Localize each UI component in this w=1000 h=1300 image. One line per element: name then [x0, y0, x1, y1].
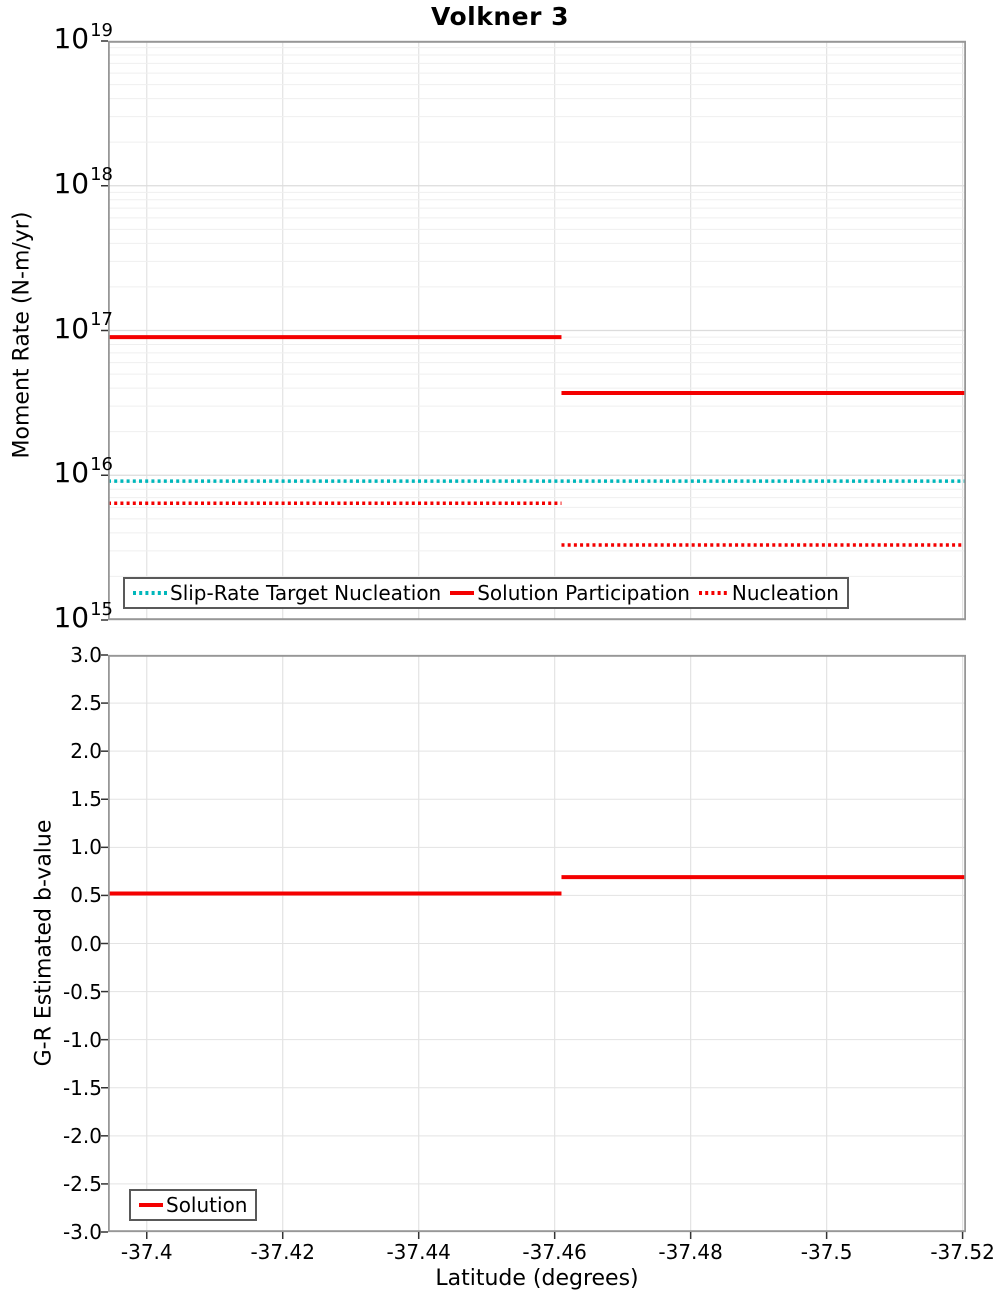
moment-legend: Slip-Rate Target Nucleation Solution Part… — [123, 577, 849, 609]
ytick-label-10e18: 1018 — [53, 164, 113, 200]
legend-label: Solution Participation — [477, 581, 690, 605]
ytick-label-10e19: 1019 — [53, 19, 113, 55]
solid-line-swatch-icon — [450, 589, 475, 597]
dotted-line-swatch-icon — [133, 589, 167, 597]
bvalue-axis-label: G-R Estimated b-value — [31, 819, 57, 1067]
ytick-label-1.5: 1.5 — [70, 787, 102, 812]
ytick-label-2.5: 2.5 — [70, 691, 102, 716]
bvalue-plot-area — [101, 654, 967, 1239]
xtick-label--37.52: -37.52 — [930, 1240, 995, 1264]
ytick-label-10e15: 1015 — [53, 598, 113, 634]
moment-rate-plot-area — [101, 40, 967, 621]
bvalue-legend: Solution — [129, 1189, 258, 1221]
plot-border — [107, 654, 967, 1233]
ytick-label--2.0: -2.0 — [62, 1123, 102, 1148]
xtick-label--37.42: -37.42 — [250, 1240, 315, 1264]
xtick-label--37.44: -37.44 — [386, 1240, 451, 1264]
legend-label: Solution — [166, 1193, 248, 1217]
solid-line-swatch-icon — [139, 1201, 163, 1209]
x-axis-label: Latitude (degrees) — [435, 1266, 639, 1291]
ytick-label-1.0: 1.0 — [70, 835, 102, 860]
legend-label: Nucleation — [731, 581, 839, 605]
chart-title: Volkner 3 — [430, 2, 570, 31]
plot-border — [107, 40, 967, 621]
xtick-label--37.46: -37.46 — [522, 1240, 587, 1264]
xtick-label--37.4: -37.4 — [120, 1240, 173, 1264]
ytick-label--2.5: -2.5 — [62, 1171, 102, 1196]
ytick-label-2.0: 2.0 — [70, 739, 102, 764]
dotted-line-swatch-icon — [698, 589, 729, 597]
ytick-label--3.0: -3.0 — [62, 1220, 102, 1244]
legend-entry-solution-participation: Solution Participation — [450, 581, 690, 605]
ytick-label--0.5: -0.5 — [62, 979, 102, 1004]
ytick-label-3.0: 3.0 — [70, 643, 102, 667]
xtick-label--37.48: -37.48 — [658, 1240, 723, 1264]
ytick-label-10e16: 1016 — [53, 453, 113, 490]
ytick-label-10e17: 1017 — [53, 309, 113, 345]
legend-label: Slip-Rate Target Nucleation — [170, 581, 442, 605]
legend-entry-solution: Solution — [139, 1193, 247, 1217]
legend-entry-slip-rate-target-nucleation: Slip-Rate Target Nucleation — [133, 581, 441, 605]
xtick-label--37.5: -37.5 — [800, 1240, 853, 1264]
moment-rate-axis-label: Moment Rate (N-m/yr) — [9, 211, 35, 459]
ytick-label-0.0: 0.0 — [70, 931, 102, 956]
legend-entry-nucleation: Nucleation — [698, 581, 839, 605]
ytick-label-0.5: 0.5 — [70, 883, 102, 908]
ytick-label--1.5: -1.5 — [62, 1075, 102, 1100]
ytick-label--1.0: -1.0 — [62, 1027, 102, 1052]
